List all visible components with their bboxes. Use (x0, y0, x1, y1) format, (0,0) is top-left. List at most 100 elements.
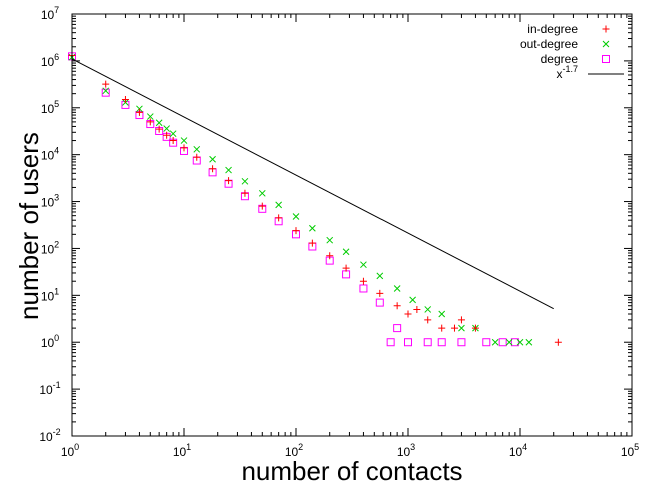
out-degree-point (458, 324, 465, 332)
in-degree-point (438, 324, 446, 332)
y-tick-label: 100 (41, 333, 59, 350)
in-degree-point (163, 131, 171, 139)
degree-point (386, 338, 395, 347)
degree-point (375, 298, 384, 307)
y-tick-label: 105 (41, 99, 59, 116)
in-degree-point (326, 252, 334, 260)
out-degree-point (169, 130, 177, 138)
x-axis-title: number of contacts (241, 456, 462, 486)
x-tick-label: 101 (173, 442, 191, 459)
x-tick-label: 105 (621, 442, 639, 459)
out-degree-point (393, 285, 401, 292)
out-degree-point (258, 189, 266, 197)
out-degree-point (155, 119, 163, 127)
in-degree-point (376, 289, 384, 297)
axes-layer: 100 101 102 103 104 105 10-2 10-1 100 101 102 103 10… (39, 5, 639, 459)
y-tick-label: 102 (41, 239, 59, 256)
legend-marker (602, 25, 610, 33)
in-degree-point (554, 338, 562, 346)
degree-point (423, 338, 432, 347)
in-degree-point (121, 96, 129, 104)
in-degree-point (241, 189, 249, 197)
legend-label: in-degree (527, 22, 578, 36)
legend-label: x-1.7 (556, 64, 578, 81)
y-tick-label: 10-2 (39, 427, 60, 444)
y-tick-label: 101 (41, 286, 59, 303)
in-degree-point (155, 125, 163, 133)
out-degree-point (309, 224, 316, 232)
out-degree-point (505, 338, 513, 346)
in-degree-point (457, 316, 465, 324)
series-in-degree (68, 52, 562, 346)
y-tick-label: 103 (41, 193, 59, 210)
in-degree-point (413, 305, 421, 313)
legend-marker (602, 40, 610, 48)
x-tick-label: 104 (509, 442, 527, 459)
out-degree-point (225, 166, 232, 174)
out-degree-point (163, 125, 171, 132)
out-degree-point (360, 261, 367, 269)
legend-label: out-degree (520, 37, 578, 51)
y-tick-label: 106 (41, 52, 59, 69)
out-degree-point (180, 137, 188, 144)
in-degree-point (258, 202, 266, 210)
in-degree-point (404, 310, 412, 318)
degree-point (404, 338, 412, 347)
out-degree-point (102, 87, 110, 95)
in-degree-point (169, 137, 177, 145)
in-degree-point (450, 324, 458, 332)
out-degree-point (326, 236, 334, 244)
data-layer (68, 52, 562, 347)
out-degree-point (292, 213, 300, 220)
out-degree-point (424, 306, 432, 313)
degree-point (359, 284, 368, 293)
out-degree-point (193, 145, 201, 153)
out-degree-point (525, 338, 533, 346)
out-degree-point (146, 113, 154, 120)
in-degree-point (275, 214, 283, 222)
series-degree (68, 52, 519, 347)
x-tick-label: 100 (61, 442, 79, 459)
out-degree-point (275, 201, 283, 209)
in-degree-point (424, 316, 432, 324)
in-degree-point (209, 165, 217, 173)
out-degree-point (376, 272, 384, 280)
in-degree-point (292, 227, 300, 235)
in-degree-point (359, 277, 367, 285)
in-degree-point (308, 239, 316, 247)
in-degree-point (180, 144, 188, 152)
legend-marker (602, 55, 610, 63)
in-degree-point (393, 302, 401, 310)
in-degree-point (146, 118, 154, 126)
out-degree-point (409, 296, 416, 304)
in-degree-point (225, 177, 233, 185)
in-degree-point (342, 264, 350, 272)
degree-point (101, 88, 110, 97)
in-degree-point (193, 153, 201, 161)
out-degree-point (209, 155, 216, 163)
in-degree-point (471, 324, 479, 332)
out-degree-point (342, 248, 350, 256)
out-degree-point (438, 310, 446, 318)
legend-label: degree (541, 52, 579, 66)
fit-line (71, 58, 554, 310)
degree-point (393, 324, 402, 333)
in-degree-point (135, 108, 143, 116)
x-tick-label: 102 (285, 442, 303, 459)
degree-point (498, 338, 507, 347)
degree-point (510, 338, 519, 347)
y-axis-title: number of users (14, 132, 44, 320)
in-degree-point (102, 80, 110, 88)
y-tick-label: 104 (41, 146, 59, 163)
degree-point (437, 338, 446, 347)
y-tick-label: 10-1 (39, 380, 60, 397)
out-degree-point (516, 338, 524, 346)
y-tick-label: 107 (41, 5, 59, 22)
out-degree-point (491, 338, 499, 346)
x-tick-label: 103 (397, 442, 415, 459)
degree-point (482, 338, 491, 347)
degree-point (457, 338, 466, 347)
